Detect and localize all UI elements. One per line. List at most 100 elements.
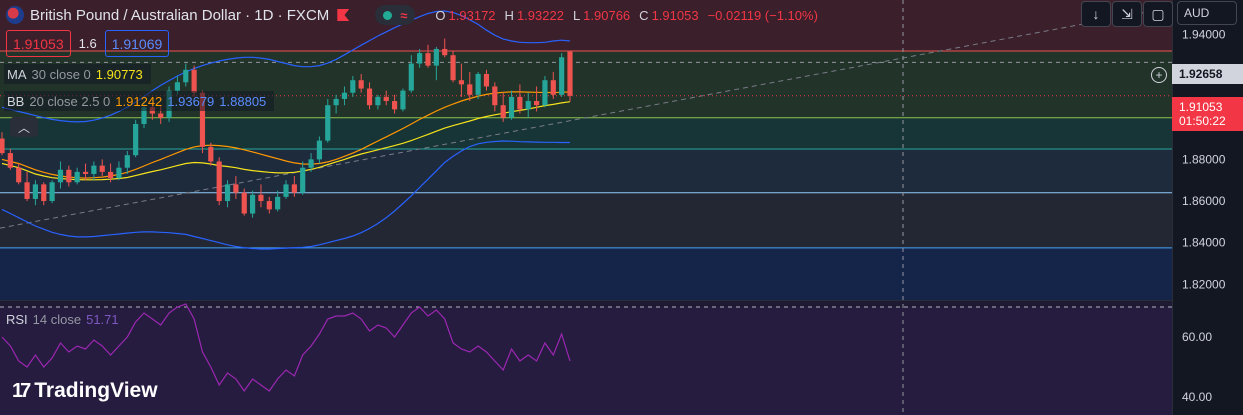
quote-panel: 1.91053 1.6 1.91069 <box>6 30 170 57</box>
candle-body <box>391 101 398 110</box>
candle-body <box>74 171 80 183</box>
bar-countdown: 01:50:22 <box>1179 114 1226 128</box>
ma-value: 1.90773 <box>95 66 143 82</box>
candle-body <box>133 123 139 156</box>
currency-flag-icon <box>6 6 24 24</box>
candle-body <box>442 48 448 56</box>
candle-body <box>341 92 348 99</box>
candle-body <box>0 138 5 154</box>
candle-body <box>483 73 490 87</box>
candle-body <box>458 80 465 85</box>
price-zone <box>0 117 1172 149</box>
candle-body <box>41 184 47 202</box>
candle-body <box>249 194 256 214</box>
candle-body <box>425 53 431 66</box>
low-value: 1.90766 <box>583 7 631 23</box>
open-key: O <box>435 7 446 23</box>
low-key: L <box>572 7 581 23</box>
candle-body <box>16 167 22 183</box>
candle-body <box>216 161 222 202</box>
rsi-name: RSI <box>6 311 28 327</box>
candle-body <box>241 192 247 214</box>
candle-body <box>208 146 214 162</box>
candle-body <box>417 53 423 64</box>
add-alert-icon[interactable]: + <box>1151 67 1167 83</box>
tradingview-mark-icon: 17 <box>12 379 31 402</box>
symbol-legend[interactable]: British Pound / Australian Dollar · 1D ·… <box>6 3 824 27</box>
candle-body <box>107 171 114 179</box>
candle-body <box>433 48 439 66</box>
candle-body <box>308 159 314 168</box>
candle-body <box>224 184 231 202</box>
candle-body <box>542 80 548 106</box>
price-tick-label: 1.84000 <box>1182 236 1226 250</box>
candle-body <box>525 101 531 110</box>
bb-params: 20 close 2.5 0 <box>29 93 111 109</box>
collapse-legend-button[interactable]: ︿ <box>10 117 38 137</box>
bb-legend[interactable]: BB 20 close 2.5 0 1.91242 1.93679 1.8880… <box>4 91 275 111</box>
candle-body <box>316 140 323 160</box>
bb-name: BB <box>7 93 25 109</box>
candle-body <box>233 184 239 193</box>
candle-body <box>467 84 473 95</box>
price-zone <box>0 247 1172 300</box>
candle-body <box>550 80 556 95</box>
candle-body <box>559 57 565 95</box>
price-tick-label: 1.88000 <box>1182 152 1226 166</box>
rsi-legend[interactable]: RSI 14 close 51.71 <box>6 310 119 328</box>
trend-line <box>0 6 1173 229</box>
sell-button[interactable]: 1.91053 <box>6 30 71 57</box>
candle-body <box>383 96 389 102</box>
ma30-line <box>1 101 571 181</box>
candle-body <box>141 107 147 124</box>
download-button[interactable]: ↓ <box>1081 1 1111 27</box>
candle-body <box>366 88 373 106</box>
collapse-button[interactable]: ⇲ <box>1112 1 1142 27</box>
candle-body <box>567 51 573 96</box>
ma-name: MA <box>7 66 27 82</box>
market-open-dot-icon <box>383 10 393 20</box>
market-status-pill[interactable]: ≈ <box>375 5 416 25</box>
candle-body <box>375 96 381 106</box>
candle-body <box>350 80 356 93</box>
candle-body <box>158 113 164 118</box>
candle-body <box>99 165 105 172</box>
price-zone <box>0 192 1172 248</box>
fullscreen-button[interactable]: ▢ <box>1143 1 1173 27</box>
bb-lower-value: 1.88805 <box>219 93 267 109</box>
open-value: 1.93172 <box>448 7 496 23</box>
bb-basis-line <box>1 91 571 179</box>
ma-legend[interactable]: MA 30 close 0 1.90773 <box>4 64 151 84</box>
candle-body <box>358 80 364 89</box>
bb-lower-line <box>1 140 570 250</box>
tradingview-logo[interactable]: 17 TradingView <box>12 376 158 406</box>
candle-body <box>32 184 39 199</box>
candle-body <box>199 92 206 147</box>
candle-body <box>333 98 339 106</box>
candle-body <box>400 90 406 110</box>
spread-value: 1.6 <box>78 36 97 51</box>
close-value: 1.91053 <box>651 7 699 23</box>
rsi-band <box>0 307 1172 415</box>
candle-body <box>174 82 181 91</box>
candle-body <box>492 86 498 106</box>
last-price-label: 1.91053 01:50:22 <box>1172 97 1243 131</box>
ohlc-values: O 1.93172 H 1.93222 L 1.90766 C 1.91053 −0.0… <box>435 8 823 23</box>
price-tick-label: 1.82000 <box>1182 277 1226 291</box>
rsi-value: 51.71 <box>86 311 119 327</box>
bookmark-flag-icon[interactable] <box>337 9 350 21</box>
candle-body <box>266 201 272 210</box>
candle-body <box>91 165 97 174</box>
high-key: H <box>504 7 514 23</box>
candle-body <box>283 184 289 197</box>
currency-selector[interactable]: AUD <box>1177 1 1237 25</box>
symbol-title[interactable]: British Pound / Australian Dollar · 1D ·… <box>30 6 330 24</box>
buy-button[interactable]: 1.91069 <box>104 30 170 57</box>
candle-body <box>183 69 189 83</box>
candle-body <box>517 96 523 110</box>
candle-body <box>325 105 331 141</box>
candle-body <box>408 63 414 91</box>
price-tick-label: 1.94000 <box>1182 27 1226 41</box>
candle-body <box>191 69 197 93</box>
